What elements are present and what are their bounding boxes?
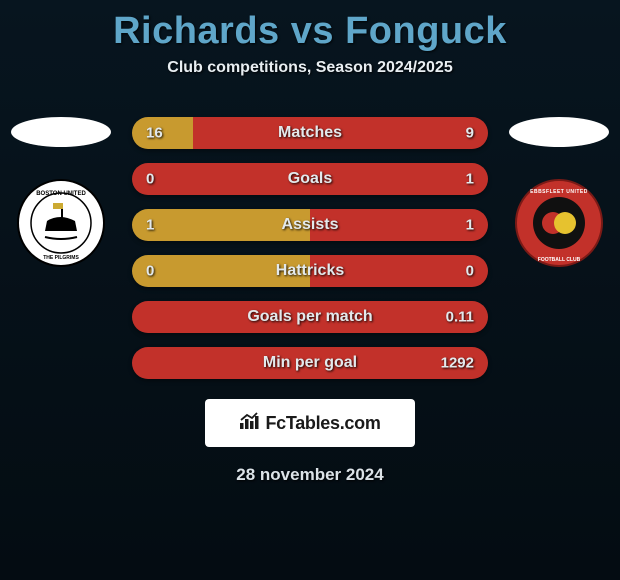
page-title: Richards vs Fonguck — [0, 10, 620, 53]
left-club-crest: BOSTON UNITED THE PILGRIMS — [17, 179, 105, 267]
stat-label: Matches — [278, 124, 342, 142]
stat-value-right: 1292 — [441, 355, 474, 372]
stat-value-right: 9 — [466, 125, 474, 142]
stat-value-left: 0 — [146, 263, 154, 280]
stats-panel: 16 Matches 9 0 Goals 1 1 Assists 1 0 Hattricks 0 Goa… — [132, 117, 488, 379]
stat-value-right: 0.11 — [446, 309, 474, 326]
chart-icon — [239, 412, 261, 435]
stat-value-left: 16 — [146, 125, 163, 142]
stat-row: Goals per match 0.11 — [132, 301, 488, 333]
stat-row: 0 Hattricks 0 — [132, 255, 488, 287]
stat-row: Min per goal 1292 — [132, 347, 488, 379]
stat-value-right: 0 — [466, 263, 474, 280]
svg-text:FOOTBALL CLUB: FOOTBALL CLUB — [538, 257, 581, 263]
left-player-avatar — [11, 117, 111, 147]
right-player-avatar — [509, 117, 609, 147]
svg-text:THE PILGRIMS: THE PILGRIMS — [43, 255, 79, 261]
date-text: 28 november 2024 — [0, 465, 620, 485]
stat-label: Goals — [288, 170, 332, 188]
svg-text:BOSTON UNITED: BOSTON UNITED — [36, 191, 86, 197]
right-side: EBBSFLEET UNITED FOOTBALL CLUB — [506, 117, 612, 267]
footer-brand-text: FcTables.com — [265, 413, 380, 434]
svg-text:EBBSFLEET UNITED: EBBSFLEET UNITED — [530, 189, 588, 195]
stat-label: Hattricks — [276, 262, 344, 280]
stat-label: Min per goal — [263, 354, 357, 372]
stat-value-left: 1 — [146, 217, 154, 234]
left-side: BOSTON UNITED THE PILGRIMS — [8, 117, 114, 267]
stat-row: 0 Goals 1 — [132, 163, 488, 195]
stat-value-right: 1 — [466, 171, 474, 188]
stat-row: 1 Assists 1 — [132, 209, 488, 241]
right-club-crest: EBBSFLEET UNITED FOOTBALL CLUB — [515, 179, 603, 267]
stat-value-left: 0 — [146, 171, 154, 188]
stat-label: Assists — [282, 216, 339, 234]
subtitle: Club competitions, Season 2024/2025 — [0, 59, 620, 77]
footer-brand: FcTables.com — [205, 399, 415, 447]
stat-row: 16 Matches 9 — [132, 117, 488, 149]
stat-value-right: 1 — [466, 217, 474, 234]
stat-label: Goals per match — [247, 308, 372, 326]
